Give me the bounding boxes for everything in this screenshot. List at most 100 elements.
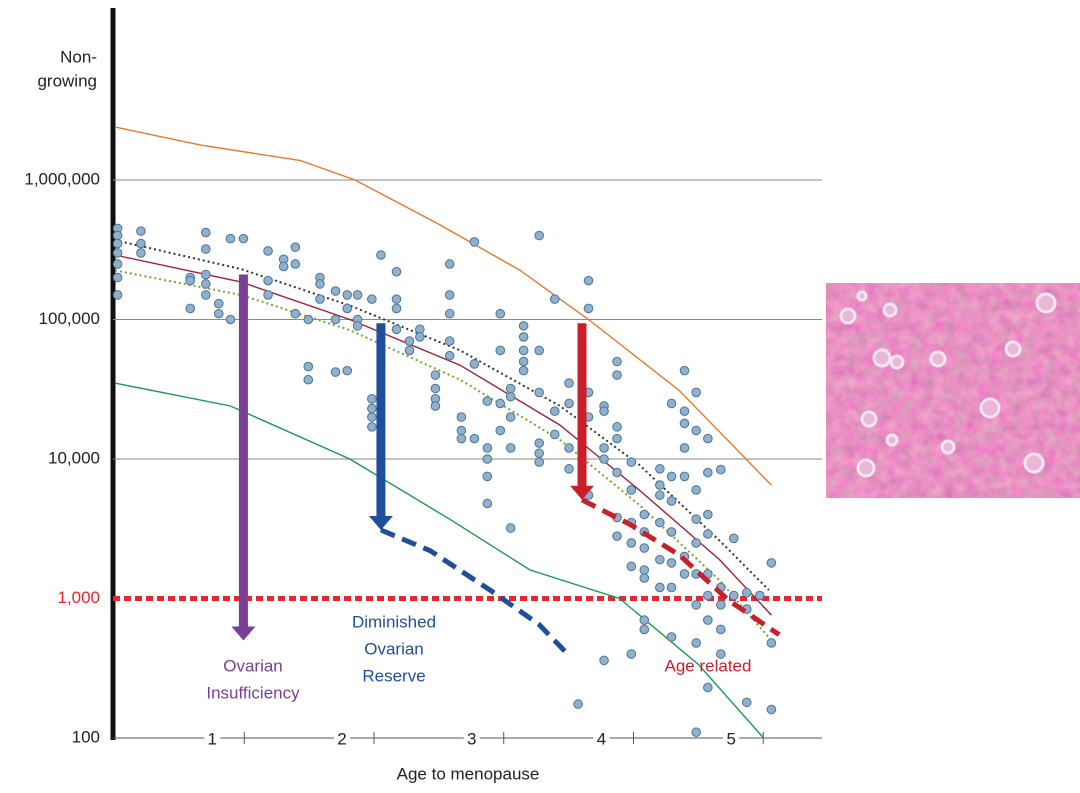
data-point [368,295,377,304]
data-point [717,465,726,474]
x-axis-title: Age to menopause [397,764,540,783]
data-point [506,444,515,453]
data-point [431,371,440,380]
data-point [565,379,574,388]
data-point [729,591,738,600]
data-point [692,426,701,435]
data-point [680,570,689,579]
annotation-text: Ovarian [364,639,424,658]
data-point [137,227,146,236]
data-point [692,728,701,737]
data-point [535,388,544,397]
data-point [445,351,454,360]
data-point [377,251,386,260]
x-tick-label: 4 [597,729,606,748]
y-axis-title: Non- [60,47,97,66]
data-point [717,601,726,610]
trail [582,500,779,635]
data-point [767,639,776,648]
data-point [584,304,593,313]
data-point [613,423,622,432]
data-point [202,245,211,254]
data-point [550,295,559,304]
data-point [137,239,146,248]
data-point [584,276,593,285]
data-point [457,426,466,435]
data-point [613,468,622,477]
data-point [214,309,223,318]
data-point [613,532,622,541]
data-point [113,260,122,269]
data-point [291,309,300,318]
data-point [535,458,544,467]
data-point [304,362,313,371]
data-point [656,555,665,564]
data-point [483,397,492,406]
data-point [343,291,352,300]
data-point [431,384,440,393]
data-point [202,280,211,289]
data-point [627,650,636,659]
data-point [704,434,713,443]
data-point [535,346,544,355]
data-point [680,407,689,416]
data-point [304,315,313,324]
data-point [445,260,454,269]
annotation-text: Ovarian [223,656,283,675]
data-point [202,270,211,279]
data-point [291,260,300,269]
data-point [680,444,689,453]
data-point [226,234,235,243]
data-point [506,384,515,393]
data-point [535,231,544,240]
data-point [600,407,609,416]
data-point [343,304,352,313]
data-point [656,583,665,592]
data-point [667,399,676,408]
data-point [519,346,528,355]
data-point [368,413,377,422]
data-point [692,486,701,495]
data-point [226,315,235,324]
data-point [692,388,701,397]
data-point [627,562,636,571]
data-point [667,497,676,506]
data-point [316,295,325,304]
data-point [550,430,559,439]
data-point [550,407,559,416]
data-point [627,458,636,467]
data-point [729,534,738,543]
data-point [640,510,649,519]
data-point [574,700,583,709]
data-point [264,276,273,285]
trail [381,530,569,656]
data-point [431,402,440,411]
data-point [692,601,701,610]
data-point [264,247,273,256]
arrow-head [231,626,255,640]
y-tick-label: 1,000,000 [24,169,100,188]
annotation-text: Age related [665,656,752,675]
arrow-head [369,516,393,530]
data-point [368,423,377,432]
data-point [483,444,492,453]
data-point [343,366,352,375]
y-tick-label: 10,000 [48,448,100,467]
data-point [405,346,414,355]
data-point [483,499,492,508]
data-point [291,243,300,252]
data-point [496,426,505,435]
data-point [113,291,122,300]
data-point [600,455,609,464]
data-point [600,444,609,453]
data-point [186,304,195,313]
data-point [680,472,689,481]
data-point [506,413,515,422]
data-point [137,249,146,258]
data-point [704,616,713,625]
data-point [392,295,401,304]
data-point [506,392,515,401]
data-point [565,444,574,453]
data-point [279,262,288,271]
data-point [640,625,649,634]
